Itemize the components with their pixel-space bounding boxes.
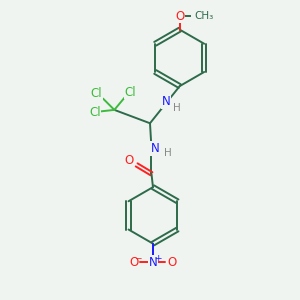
Text: Cl: Cl: [91, 87, 102, 100]
Text: H: H: [173, 103, 181, 112]
Text: H: H: [164, 148, 172, 158]
Text: CH₃: CH₃: [195, 11, 214, 21]
Text: N: N: [151, 142, 159, 155]
Text: −: −: [134, 253, 142, 262]
Text: O: O: [168, 256, 177, 268]
Text: Cl: Cl: [125, 85, 136, 98]
Text: O: O: [124, 154, 134, 167]
Text: O: O: [175, 10, 184, 23]
Text: +: +: [154, 254, 162, 263]
Text: N: N: [148, 256, 157, 268]
Text: N: N: [162, 95, 171, 108]
Text: O: O: [129, 256, 138, 268]
Text: Cl: Cl: [89, 106, 101, 119]
